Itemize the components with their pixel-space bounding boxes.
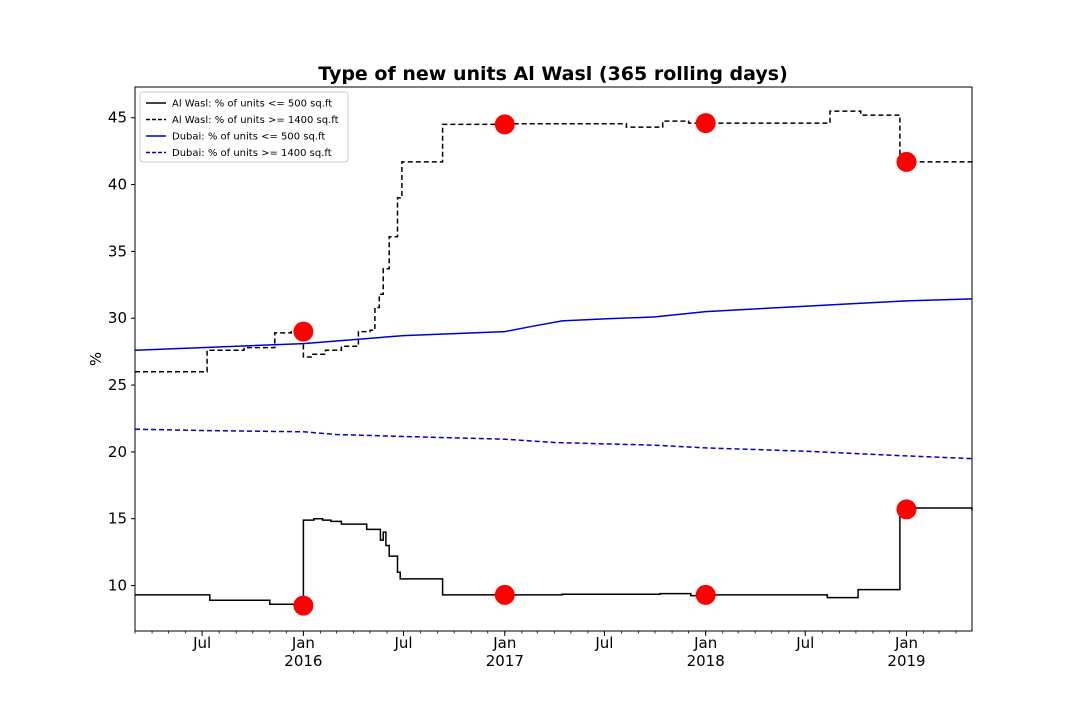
x-tick-year-label: 2019 — [887, 652, 925, 670]
series-line-3 — [134, 428, 973, 460]
y-tick-label: 10 — [108, 577, 127, 595]
legend-label-0: Al Wasl: % of units <= 500 sq.ft — [172, 99, 332, 110]
plot-area — [134, 110, 973, 616]
y-tick-label: 30 — [108, 309, 127, 327]
x-tick-label: Jul — [594, 634, 613, 652]
y-tick-label: 45 — [108, 109, 127, 127]
series-line-0 — [135, 507, 973, 606]
series-line-2 — [134, 298, 973, 352]
y-tick-label: 35 — [108, 242, 127, 260]
y-axis: 10 15 20 25 30 35 40 45 — [108, 109, 135, 595]
x-tick-year-label: 2016 — [284, 652, 322, 670]
y-tick-label: 20 — [108, 443, 127, 461]
y-axis-label: % — [87, 352, 105, 366]
plot-frame — [134, 86, 973, 632]
highlight-marker-4 — [695, 584, 716, 605]
x-tick-label: Jul — [795, 634, 814, 652]
legend-label-3: Dubai: % of units >= 1400 sq.ft — [172, 148, 332, 159]
chart-title: Type of new units Al Wasl (365 rolling d… — [318, 63, 788, 85]
x-tick-label: Jan — [492, 634, 516, 652]
y-tick-label: 40 — [108, 176, 127, 194]
legend-label-1: Al Wasl: % of units >= 1400 sq.ft — [172, 115, 339, 126]
highlight-marker-5 — [695, 113, 716, 134]
legend: Al Wasl: % of units <= 500 sq.ft Al Wasl:… — [139, 91, 349, 163]
highlight-marker-3 — [494, 114, 515, 135]
highlight-marker-6 — [896, 499, 917, 520]
highlight-marker-1 — [293, 321, 314, 342]
x-tick-label: Jul — [192, 634, 211, 652]
legend-box — [139, 91, 349, 163]
x-tick-label: Jan — [693, 634, 717, 652]
x-tick-label: Jan — [291, 634, 315, 652]
highlight-marker-2 — [494, 584, 515, 605]
legend-label-2: Dubai: % of units <= 500 sq.ft — [172, 132, 325, 143]
highlight-marker-0 — [293, 595, 314, 616]
y-tick-label: 15 — [108, 510, 127, 528]
x-tick-label: Jul — [393, 634, 412, 652]
x-tick-year-label: 2017 — [486, 652, 524, 670]
highlight-marker-7 — [896, 151, 917, 172]
x-tick-label: Jan — [894, 634, 918, 652]
x-tick-year-label: 2018 — [687, 652, 725, 670]
y-tick-label: 25 — [108, 376, 127, 394]
